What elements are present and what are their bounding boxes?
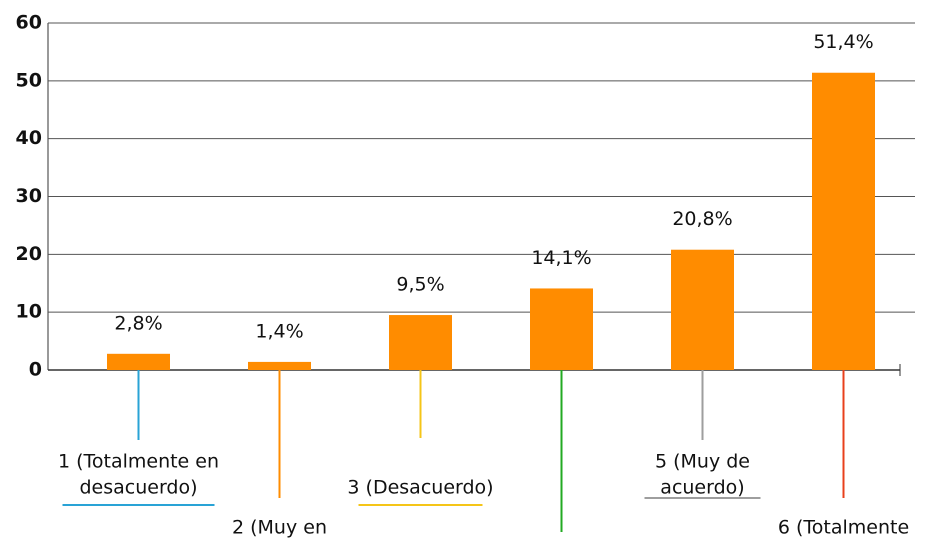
x-tick-label: desacuerdo) <box>79 477 197 499</box>
x-tick-label: 5 (Muy de <box>655 451 750 473</box>
value-label: 51,4% <box>813 31 873 53</box>
value-label: 1,4% <box>255 320 303 342</box>
bar <box>389 315 452 370</box>
bar <box>248 361 311 370</box>
y-tick-label: 20 <box>16 243 42 265</box>
y-tick-label: 10 <box>16 301 42 323</box>
y-tick-label: 30 <box>16 185 42 207</box>
x-tick-label: acuerdo) <box>660 477 744 499</box>
value-label: 9,5% <box>396 274 444 296</box>
y-tick-label: 60 <box>16 12 42 34</box>
y-tick-label: 40 <box>16 127 42 149</box>
bar <box>671 249 734 370</box>
x-tick-label: 3 (Desacuerdo) <box>347 477 493 499</box>
value-label: 20,8% <box>672 208 732 230</box>
y-tick-label: 0 <box>29 359 42 381</box>
bar <box>107 353 170 370</box>
x-tick-label: 2 (Muy en <box>232 517 327 539</box>
bar <box>530 288 593 370</box>
value-label: 2,8% <box>114 312 162 334</box>
value-label: 14,1% <box>531 247 591 269</box>
bar <box>812 72 875 370</box>
x-tick-label: 1 (Totalmente en <box>58 451 219 473</box>
y-tick-label: 50 <box>16 69 42 91</box>
x-tick-label: 6 (Totalmente <box>778 517 909 539</box>
